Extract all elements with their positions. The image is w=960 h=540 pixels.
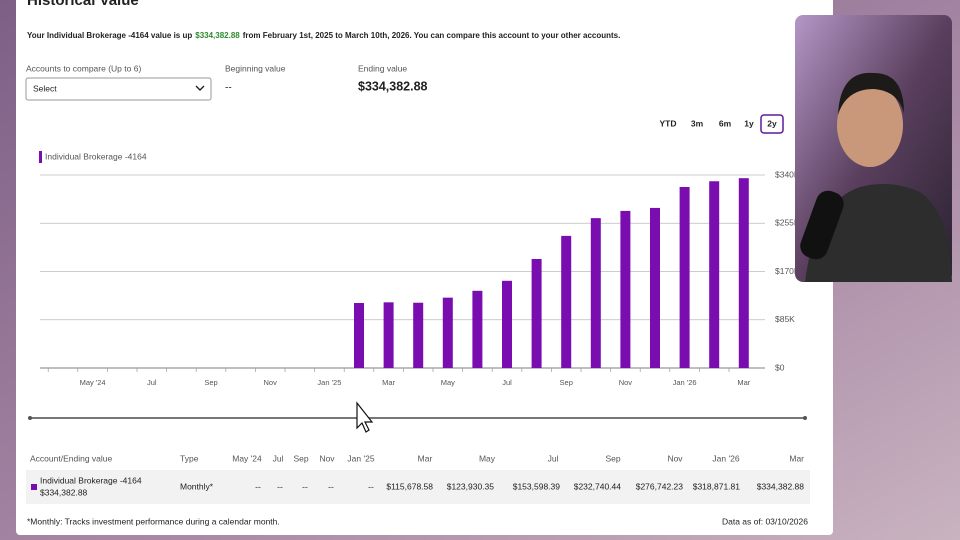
bar	[590, 218, 601, 368]
range-button[interactable]: YTD	[660, 118, 677, 128]
person-hair	[838, 72, 904, 115]
table-cell: --	[255, 481, 261, 491]
bar	[650, 207, 660, 368]
beginning-value: --	[225, 83, 232, 94]
range-button[interactable]: 3m	[691, 118, 704, 128]
legend-label: Individual Brokerage -4164	[45, 151, 147, 161]
chevron[interactable]	[195, 85, 205, 91]
table-cell: $115,678.58	[386, 481, 433, 491]
table-cell: Monthly*	[180, 481, 214, 491]
bar	[620, 210, 631, 368]
bar	[738, 178, 749, 368]
column-header: Account/Ending value	[30, 453, 112, 463]
column-header: May '24	[232, 453, 262, 463]
bar	[383, 302, 394, 368]
column-header: Jul	[273, 453, 284, 463]
range-selected[interactable]	[760, 114, 784, 134]
bar	[354, 303, 364, 368]
footer-note: *Monthly: Tracks investment performance …	[27, 516, 280, 526]
compare-select[interactable]: Select	[25, 77, 212, 101]
slider-handle[interactable]	[28, 416, 32, 420]
x-tick-label: Nov	[264, 378, 278, 387]
legend-swatch	[39, 151, 42, 163]
column-header: Type	[180, 453, 199, 463]
column-header: Mar	[418, 453, 433, 463]
range-button[interactable]: 2y	[767, 118, 777, 128]
ending-value: $334,382.88	[358, 79, 428, 93]
x-tick-label: Jan '26	[673, 378, 697, 387]
bar	[472, 290, 483, 368]
summary: Your Individual Brokerage -4164 value is…	[27, 31, 620, 40]
range-button[interactable]: 1y	[744, 118, 754, 128]
column-header: Sep	[605, 453, 620, 463]
table-cell: $276,742.23	[636, 481, 684, 491]
column-header: Mar	[789, 453, 804, 463]
column-header: Sep	[293, 453, 308, 463]
x-tick-label: Jan '25	[317, 378, 341, 387]
x-tick-label: May '24	[80, 378, 106, 387]
summary-amount: $334,382.88	[195, 31, 240, 40]
x-tick-label: Sep	[204, 378, 217, 387]
card	[16, 0, 833, 535]
chart: Individual Brokerage -4164 $0 $85K $170K $25…	[39, 151, 800, 387]
slider-handle[interactable]	[803, 416, 807, 420]
y-tick-label: $0	[775, 362, 785, 372]
x-tick-label: Jul	[502, 378, 512, 387]
column-header: Jan '26	[712, 453, 739, 463]
table-cell: --	[328, 481, 334, 491]
x-tick-label: Jul	[147, 378, 157, 387]
compare-label: Accounts to compare (Up to 6)	[26, 63, 141, 73]
table-cell: --	[368, 481, 374, 491]
table-cell: $153,598.39	[513, 481, 561, 491]
table-cell: $318,871.81	[693, 481, 741, 491]
page-title: Historical Value	[27, 0, 139, 9]
bar	[561, 235, 572, 368]
table-cell: $123,930.35	[447, 481, 495, 491]
table-row-bg	[26, 470, 810, 504]
person-head	[837, 83, 903, 167]
as-of: Data as of: 03/10/2026	[722, 516, 808, 526]
bar	[531, 259, 542, 368]
x-tick-label: Sep	[560, 378, 573, 387]
bar	[679, 186, 690, 368]
table-cell: $232,740.44	[574, 481, 622, 491]
table-cell: $334,382.88	[757, 481, 805, 491]
ending-label: Ending value	[358, 63, 407, 73]
x-tick-label: May	[441, 378, 455, 387]
column-header: Jul	[548, 453, 559, 463]
account-swatch	[31, 484, 37, 490]
range-button[interactable]: 6m	[719, 118, 732, 128]
column-header: Nov	[667, 453, 683, 463]
bar	[413, 302, 424, 368]
table: Account/Ending value Type May '24 Jul Sep Nov…	[30, 453, 804, 497]
bar	[502, 280, 512, 368]
microphone	[800, 190, 844, 260]
summary-suffix: from February 1st, 2025 to March 10th, 2…	[243, 31, 621, 40]
column-header: Jan '25	[347, 453, 374, 463]
x-tick-label: Mar	[737, 378, 750, 387]
bar	[709, 181, 720, 368]
column-header: Nov	[319, 453, 335, 463]
beginning-label: Beginning value	[225, 63, 286, 73]
account-value: $334,382.88	[40, 487, 88, 497]
column-header: May	[479, 453, 496, 463]
account-name: Individual Brokerage -4164	[40, 475, 142, 485]
summary-prefix: Your Individual Brokerage -4164 value is…	[27, 31, 192, 40]
webcam	[795, 15, 952, 282]
select-box[interactable]	[25, 77, 212, 101]
y-tick-label: $340K	[775, 169, 800, 179]
x-tick-label: Nov	[619, 378, 633, 387]
table-cell: --	[277, 481, 283, 491]
table-cell: --	[302, 481, 308, 491]
y-tick-label: $170K	[775, 266, 800, 276]
select-placeholder[interactable]: Select	[33, 83, 57, 93]
y-tick-label: $255K	[775, 218, 800, 228]
y-tick-label: $85K	[775, 314, 795, 324]
x-tick-label: Mar	[382, 378, 395, 387]
bar	[442, 297, 453, 368]
mouse-cursor	[356, 401, 374, 433]
